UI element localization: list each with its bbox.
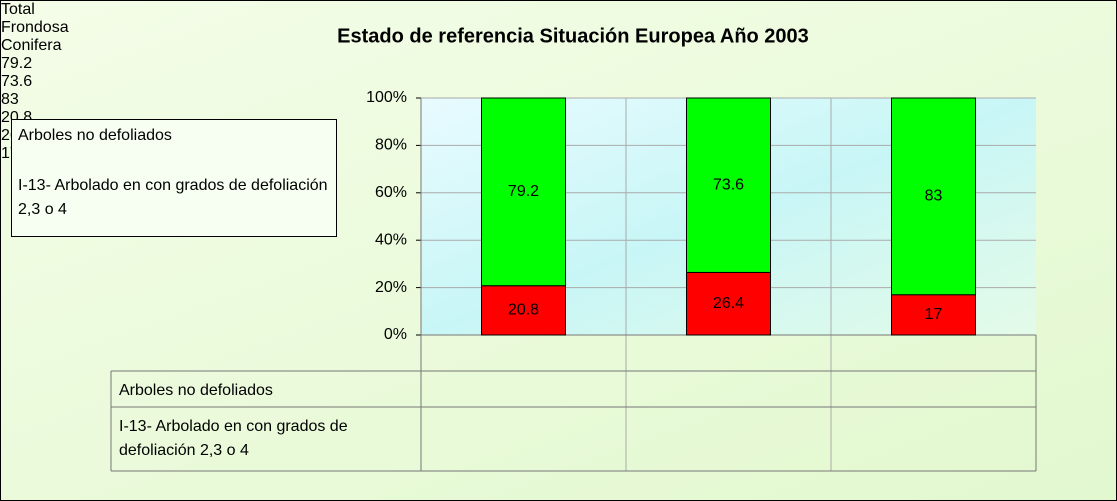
bar-segment xyxy=(686,97,771,273)
data-label: 79.2 xyxy=(508,183,539,200)
table-row-label: I-13- Arbolado en con grados de defoliac… xyxy=(119,415,419,463)
data-label: 73.6 xyxy=(713,176,744,193)
chart-title: Estado de referencia Situación Europea A… xyxy=(337,25,809,47)
y-tick-label: 40% xyxy=(375,231,407,248)
legend-entry: I-13- Arbolado en con grados de defoliac… xyxy=(18,174,330,222)
table-row-label: Arboles no defoliados xyxy=(119,379,419,403)
legend: Arboles no defoliados I-13- Arbolado en c… xyxy=(11,119,337,237)
x-tick-label: Frondosa xyxy=(1,19,69,36)
x-tick-label: Conifera xyxy=(1,37,62,54)
data-label: 17 xyxy=(925,306,943,323)
legend-entry: Arboles no defoliados xyxy=(18,124,330,148)
table-cell: 83 xyxy=(1,91,19,108)
data-label: 26.4 xyxy=(713,295,744,312)
legend-label: Arboles no defoliados xyxy=(18,127,172,144)
y-tick-label: 20% xyxy=(375,279,407,296)
y-tick-label: 100% xyxy=(366,89,407,106)
legend-label: I-13- Arbolado en con grados de defoliac… xyxy=(18,177,328,218)
bar-segment xyxy=(481,97,566,287)
bar-segment xyxy=(686,271,771,336)
data-label: 83 xyxy=(925,188,943,205)
y-tick-label: 0% xyxy=(384,326,407,343)
bar-segment xyxy=(891,97,976,296)
table-cell: 73.6 xyxy=(1,73,33,90)
bar-segment xyxy=(891,294,976,336)
data-label: 20.8 xyxy=(508,302,539,319)
x-tick-label: Total xyxy=(1,1,35,18)
table-cell: 79.2 xyxy=(1,55,33,72)
table-row-name: Arboles no defoliados xyxy=(119,382,273,399)
bar-segment xyxy=(481,285,566,336)
y-tick-label: 60% xyxy=(375,184,407,201)
y-tick-label: 80% xyxy=(375,137,407,154)
table-row-name: I-13- Arbolado en con grados de defoliac… xyxy=(119,418,348,459)
